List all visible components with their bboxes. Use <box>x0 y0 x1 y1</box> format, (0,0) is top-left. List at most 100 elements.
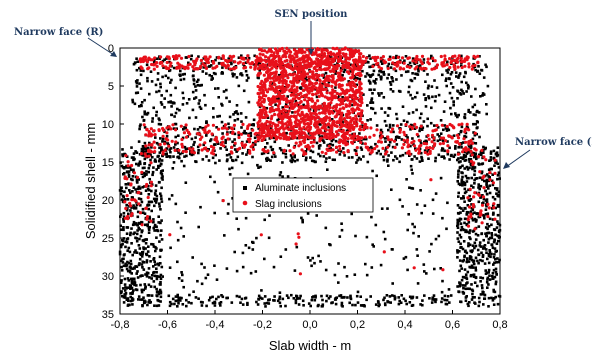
aluminate-point <box>135 181 139 184</box>
aluminate-point <box>140 288 144 292</box>
aluminate-point <box>399 90 402 93</box>
aluminate-point <box>196 128 200 131</box>
aluminate-point <box>279 255 283 258</box>
aluminate-point <box>239 112 243 115</box>
aluminate-point <box>484 63 487 67</box>
slag-point <box>258 98 262 102</box>
aluminate-point <box>158 283 162 286</box>
aluminate-point <box>121 153 124 156</box>
aluminate-point <box>246 151 250 154</box>
slag-point <box>358 125 362 129</box>
aluminate-point <box>456 218 459 222</box>
slag-point <box>311 144 315 148</box>
aluminate-point <box>447 68 450 71</box>
slag-point <box>491 181 495 185</box>
aluminate-point <box>461 175 464 179</box>
aluminate-point <box>312 109 316 113</box>
aluminate-point <box>241 265 245 269</box>
aluminate-point <box>275 97 278 100</box>
slag-point <box>492 202 496 206</box>
aluminate-point <box>413 77 417 80</box>
slag-point <box>335 56 339 60</box>
aluminate-point <box>136 79 139 82</box>
slag-point <box>405 151 410 155</box>
aluminate-point <box>364 137 368 141</box>
aluminate-point <box>361 69 364 73</box>
aluminate-point <box>150 274 154 277</box>
aluminate-point <box>249 123 253 127</box>
y-tick-label: 5 <box>108 81 114 93</box>
aluminate-point <box>192 82 196 86</box>
aluminate-point <box>365 298 368 302</box>
slag-point <box>320 150 324 154</box>
aluminate-point <box>153 59 156 63</box>
aluminate-point <box>495 188 499 192</box>
slag-point <box>281 69 285 74</box>
slag-point <box>400 56 405 60</box>
slag-point <box>467 215 471 219</box>
slag-point <box>159 60 163 65</box>
slag-point <box>184 123 188 127</box>
aluminate-point <box>461 141 465 144</box>
slag-point <box>157 128 161 133</box>
slag-point <box>449 60 453 65</box>
slag-point <box>169 127 173 131</box>
slag-point <box>457 123 461 127</box>
aluminate-point <box>487 296 491 300</box>
legend-marker-slag <box>242 200 248 206</box>
aluminate-point <box>471 230 475 233</box>
aluminate-point <box>459 242 462 246</box>
aluminate-point <box>129 233 132 237</box>
slag-point <box>145 127 149 131</box>
aluminate-point <box>169 150 172 154</box>
aluminate-point <box>134 249 137 252</box>
slag-point <box>354 101 358 105</box>
slag-point <box>240 141 244 145</box>
aluminate-point <box>431 95 434 99</box>
aluminate-point <box>411 57 415 60</box>
slag-point <box>310 89 314 93</box>
aluminate-point <box>414 147 417 150</box>
aluminate-point <box>450 153 453 157</box>
aluminate-point <box>338 235 342 238</box>
slag-point <box>225 132 229 136</box>
slag-point <box>298 272 302 276</box>
aluminate-point <box>131 253 134 257</box>
aluminate-point <box>138 127 141 131</box>
aluminate-point <box>258 62 262 65</box>
aluminate-point <box>462 75 466 79</box>
aluminate-point <box>183 126 186 129</box>
slag-point <box>339 122 344 126</box>
aluminate-point <box>152 106 155 110</box>
slag-point <box>331 133 335 137</box>
aluminate-point <box>404 255 408 259</box>
y-tick-label: 30 <box>102 271 114 283</box>
aluminate-point <box>454 112 457 115</box>
slag-point <box>280 109 284 113</box>
aluminate-point <box>495 261 498 264</box>
x-tick-label: 0,4 <box>397 319 412 331</box>
aluminate-point <box>168 60 171 64</box>
aluminate-point <box>290 293 293 297</box>
aluminate-point <box>485 178 489 182</box>
aluminate-point <box>463 115 466 119</box>
aluminate-point <box>449 106 452 110</box>
slag-point <box>386 135 390 139</box>
aluminate-point <box>389 66 393 69</box>
aluminate-point <box>468 160 471 163</box>
slag-points <box>123 46 497 276</box>
aluminate-point <box>457 169 461 172</box>
aluminate-point <box>494 206 497 210</box>
aluminate-point <box>357 139 360 142</box>
aluminate-point <box>434 156 437 160</box>
aluminate-point <box>221 66 224 69</box>
aluminate-point <box>393 297 397 301</box>
aluminate-point <box>147 283 151 287</box>
aluminate-point <box>489 152 493 155</box>
aluminate-point <box>439 267 442 270</box>
aluminate-point <box>207 65 211 68</box>
slag-point <box>171 123 175 127</box>
y-tick-label: 35 <box>102 309 114 321</box>
aluminate-point <box>136 91 140 94</box>
aluminate-point <box>482 238 485 242</box>
